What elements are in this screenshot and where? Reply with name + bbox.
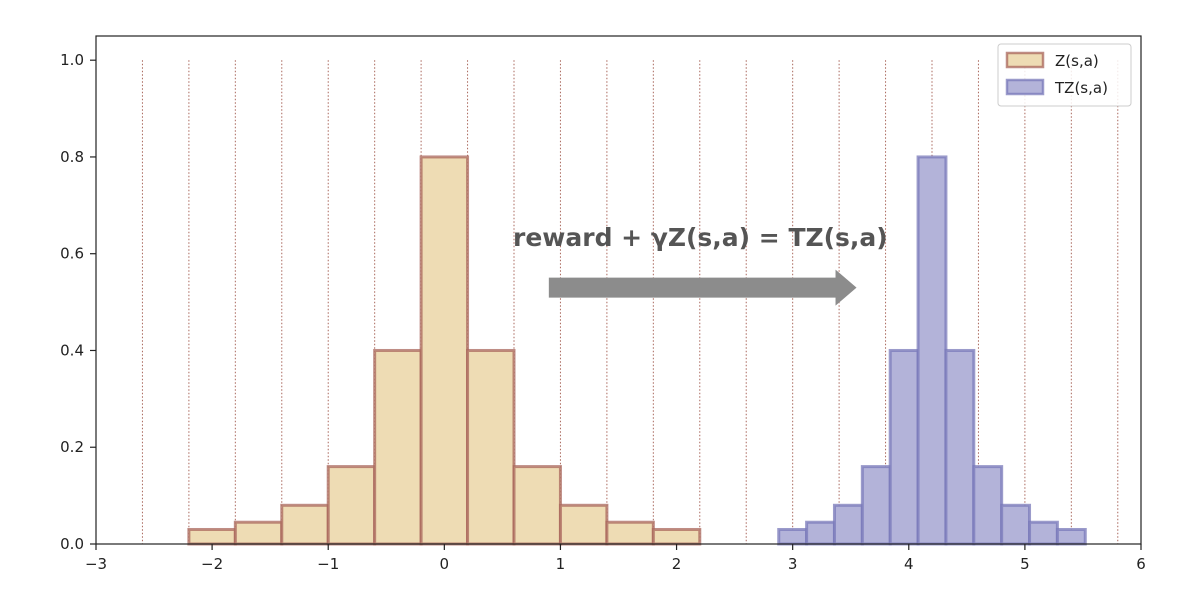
tz-bar <box>860 465 892 546</box>
y-tick-label: 0.6 <box>60 245 84 263</box>
tz-bar <box>888 348 920 546</box>
z-bar <box>326 465 377 546</box>
z-bar <box>605 520 655 546</box>
y-tick-label: 0.2 <box>60 438 84 456</box>
x-tick-label: 2 <box>672 555 682 573</box>
legend: Z(s,a) TZ(s,a) <box>997 43 1132 107</box>
z-bar <box>187 527 237 546</box>
tz-bar <box>944 348 976 546</box>
z-bar <box>651 527 702 546</box>
x-tick-label: −2 <box>201 555 223 573</box>
tz-bar <box>916 155 948 546</box>
tz-bar <box>832 503 864 546</box>
x-tick-label: 6 <box>1136 555 1146 573</box>
y-tick-label: 0.8 <box>60 148 84 166</box>
legend-swatch <box>1005 78 1045 96</box>
x-tick-label: 5 <box>1020 555 1030 573</box>
y-tick-label: 0.0 <box>60 535 84 553</box>
x-tick-label: −3 <box>85 555 107 573</box>
histogram-bars <box>187 155 1087 546</box>
z-bar <box>512 465 562 546</box>
axes: −3 −2 −1 0 1 2 3 4 5 6 0.0 0.2 0.4 0.6 0.8 1.0 <box>60 35 1146 573</box>
plot-frame <box>95 35 1142 545</box>
tz-bar <box>1055 527 1087 546</box>
x-tick-label: 3 <box>788 555 798 573</box>
x-tick-label: 1 <box>556 555 566 573</box>
y-tick-label: 1.0 <box>60 51 84 69</box>
tz-bar <box>1028 520 1059 546</box>
annotation-text: reward + γZ(s,a) = TZ(s,a) <box>513 223 888 252</box>
x-tick-label: 4 <box>904 555 914 573</box>
annotation-arrow <box>548 269 857 306</box>
legend-swatch <box>1005 51 1045 69</box>
z-bar <box>466 348 516 546</box>
z-bar <box>373 348 423 546</box>
tz-bar <box>805 520 836 546</box>
x-tick-label: 0 <box>440 555 450 573</box>
x-tick-label: −1 <box>317 555 339 573</box>
tz-bar <box>1000 503 1032 546</box>
tz-bar <box>777 527 809 546</box>
z-bar <box>280 503 330 546</box>
legend-label: TZ(s,a) <box>1054 79 1108 97</box>
y-tick-label: 0.4 <box>60 341 84 359</box>
legend-label: Z(s,a) <box>1055 52 1099 70</box>
z-bar <box>233 520 284 546</box>
z-bar <box>419 155 470 546</box>
tz-bar <box>972 465 1004 546</box>
z-bar <box>558 503 609 546</box>
annotation: reward + γZ(s,a) = TZ(s,a) <box>513 223 888 306</box>
